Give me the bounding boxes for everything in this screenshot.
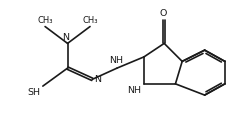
Text: SH: SH	[27, 88, 40, 97]
Text: O: O	[159, 9, 167, 18]
Text: N: N	[62, 33, 69, 42]
Text: CH₃: CH₃	[37, 16, 53, 25]
Text: NH: NH	[109, 56, 123, 65]
Text: CH₃: CH₃	[82, 16, 98, 25]
Text: N: N	[94, 75, 101, 84]
Text: NH: NH	[127, 86, 141, 95]
